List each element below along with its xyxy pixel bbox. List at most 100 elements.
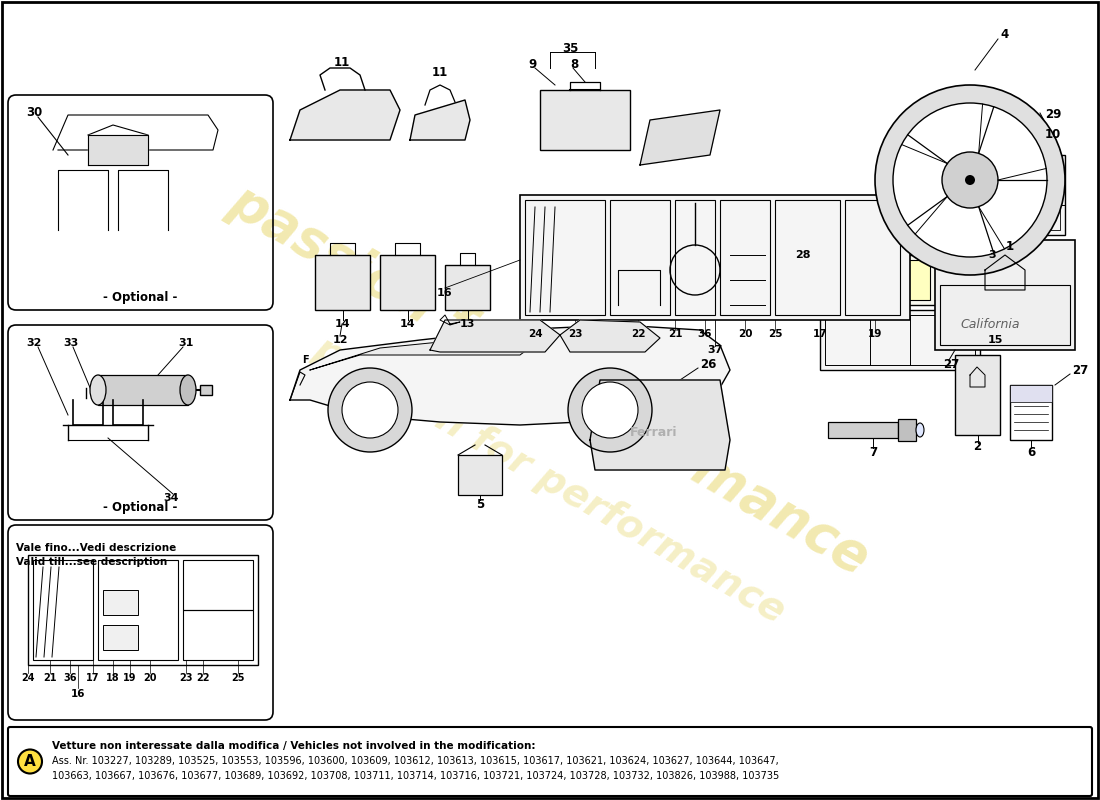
Bar: [610, 200, 670, 315]
Text: 6: 6: [1027, 446, 1035, 458]
Text: 25: 25: [768, 329, 782, 339]
Text: 31: 31: [178, 338, 194, 348]
Text: 16: 16: [70, 689, 86, 699]
Text: 32: 32: [26, 338, 42, 348]
Bar: [935, 240, 1075, 350]
Text: 27: 27: [1072, 363, 1088, 377]
Text: Ass. Nr. 103227, 103289, 103525, 103553, 103596, 103600, 103609, 103612, 103613,: Ass. Nr. 103227, 103289, 103525, 103553,…: [52, 756, 779, 766]
Text: 1: 1: [1005, 241, 1014, 254]
Text: 13: 13: [460, 319, 475, 329]
Bar: [1010, 385, 1052, 440]
Bar: [98, 560, 178, 660]
Polygon shape: [560, 320, 660, 352]
Text: 34: 34: [163, 493, 178, 503]
Text: 21: 21: [668, 329, 682, 339]
Text: 28: 28: [795, 250, 811, 260]
Bar: [940, 285, 1070, 345]
Text: 8: 8: [570, 58, 579, 71]
Text: 3: 3: [988, 250, 996, 260]
Text: 36: 36: [697, 329, 713, 339]
Text: 20: 20: [143, 673, 156, 683]
Polygon shape: [310, 338, 540, 370]
Bar: [525, 200, 605, 315]
Text: 20: 20: [738, 329, 752, 339]
Bar: [183, 560, 253, 610]
Bar: [955, 355, 1000, 435]
Bar: [960, 208, 1060, 230]
Bar: [825, 315, 975, 365]
Bar: [828, 422, 898, 438]
Bar: [776, 200, 840, 315]
FancyBboxPatch shape: [8, 727, 1092, 796]
Text: 19: 19: [123, 673, 136, 683]
Text: 10: 10: [1045, 129, 1062, 142]
Text: 27: 27: [943, 358, 959, 371]
Polygon shape: [590, 380, 730, 470]
Circle shape: [942, 152, 998, 208]
Text: 22: 22: [196, 673, 210, 683]
Circle shape: [18, 750, 42, 774]
Bar: [33, 560, 94, 660]
Bar: [103, 625, 138, 650]
Bar: [880, 260, 929, 300]
Text: 33: 33: [63, 338, 78, 348]
Circle shape: [582, 382, 638, 438]
Text: 30: 30: [26, 106, 42, 119]
Polygon shape: [290, 325, 730, 425]
Bar: [379, 255, 434, 310]
Polygon shape: [410, 100, 470, 140]
Text: 19: 19: [868, 329, 882, 339]
Text: passion for performance: passion for performance: [221, 175, 879, 585]
Polygon shape: [88, 135, 148, 165]
Bar: [898, 419, 916, 441]
Circle shape: [874, 85, 1065, 275]
Text: 15: 15: [988, 335, 1003, 345]
Circle shape: [328, 368, 412, 452]
Text: Ferrari: Ferrari: [630, 426, 678, 438]
Text: 9: 9: [528, 58, 537, 71]
Text: Vale fino...Vedi descrizione: Vale fino...Vedi descrizione: [16, 543, 176, 553]
Text: 18: 18: [107, 673, 120, 683]
Text: 23: 23: [568, 329, 582, 339]
Bar: [458, 455, 502, 495]
Polygon shape: [290, 90, 400, 140]
Bar: [1010, 385, 1052, 402]
Text: 103663, 103667, 103676, 103677, 103689, 103692, 103708, 103711, 103714, 103716, : 103663, 103667, 103676, 103677, 103689, …: [52, 771, 779, 781]
Circle shape: [965, 175, 975, 185]
Text: 24: 24: [528, 329, 542, 339]
Text: Vetture non interessate dalla modifica / Vehicles not involved in the modificati: Vetture non interessate dalla modifica /…: [52, 741, 536, 751]
Bar: [540, 90, 630, 150]
Bar: [520, 195, 910, 320]
Bar: [820, 310, 980, 370]
Text: 14: 14: [334, 319, 350, 329]
Text: 4: 4: [1000, 29, 1009, 42]
Text: - Optional -: - Optional -: [103, 502, 178, 514]
Text: 23: 23: [179, 673, 192, 683]
Bar: [98, 375, 188, 405]
Bar: [825, 260, 874, 300]
Text: 2: 2: [974, 441, 981, 454]
Text: 21: 21: [43, 673, 57, 683]
Text: A: A: [24, 754, 36, 769]
Ellipse shape: [180, 375, 196, 405]
Ellipse shape: [90, 375, 106, 405]
Text: 12: 12: [332, 335, 348, 345]
Text: 25: 25: [231, 673, 244, 683]
Text: - Optional -: - Optional -: [103, 291, 178, 305]
Polygon shape: [640, 110, 720, 165]
Text: 5: 5: [476, 498, 484, 511]
Bar: [820, 255, 980, 305]
Bar: [720, 200, 770, 315]
Ellipse shape: [916, 423, 924, 437]
Bar: [28, 555, 258, 665]
Text: 22: 22: [630, 329, 646, 339]
Text: California: California: [960, 318, 1020, 331]
Bar: [103, 590, 138, 615]
Bar: [200, 385, 212, 395]
Bar: [955, 155, 1065, 235]
Bar: [183, 610, 253, 660]
Bar: [446, 265, 490, 310]
Text: 16: 16: [437, 288, 453, 298]
Text: 37: 37: [707, 345, 723, 355]
Bar: [935, 260, 975, 300]
